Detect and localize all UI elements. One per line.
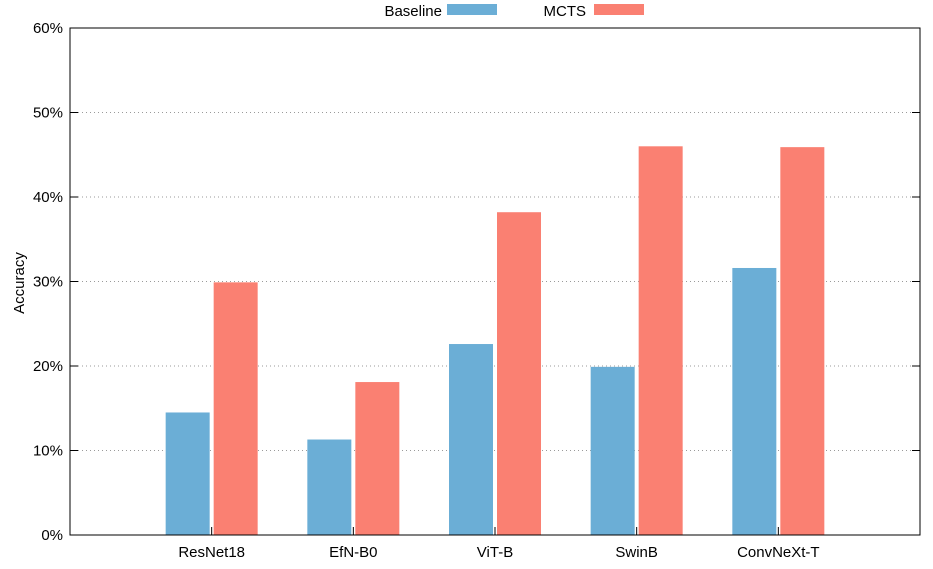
y-tick-label: 50% <box>33 105 63 122</box>
bar-mcts-resnet18 <box>213 282 258 535</box>
bar-baseline-efn-b0 <box>307 439 352 535</box>
x-tick-label: ConvNeXt-T <box>737 544 820 561</box>
y-axis-label: Accuracy <box>11 252 28 314</box>
bar-mcts-efn-b0 <box>355 382 400 535</box>
bar-mcts-swinb <box>638 146 683 536</box>
x-tick-label: ViT-B <box>477 544 513 561</box>
y-tick-label: 0% <box>41 527 63 544</box>
y-tick-label: 30% <box>33 274 63 291</box>
x-tick-label: ResNet18 <box>178 544 245 561</box>
bar-baseline-convnext-t <box>732 267 777 535</box>
bar-baseline-vit-b <box>449 344 493 535</box>
y-tick-label: 60% <box>33 20 63 37</box>
legend-swatch-mcts <box>594 4 644 15</box>
bar-baseline-swinb <box>590 366 635 535</box>
legend-label-mcts: MCTS <box>544 3 587 20</box>
y-tick-label: 10% <box>33 443 63 460</box>
legend: Baseline MCTS <box>384 3 644 20</box>
x-tick-label: EfN-B0 <box>329 544 377 561</box>
x-tick-label: SwinB <box>615 544 658 561</box>
bar-baseline-resnet18 <box>165 412 210 535</box>
y-tick-label: 20% <box>33 358 63 375</box>
x-axis-ticks: ResNet18 EfN-B0 ViT-B SwinB ConvNeXt-T <box>178 527 820 561</box>
bar-mcts-convnext-t <box>780 147 825 535</box>
legend-swatch-baseline <box>447 4 497 15</box>
bar-mcts-vit-b <box>497 212 541 535</box>
legend-label-baseline: Baseline <box>384 3 442 20</box>
bars <box>165 146 825 536</box>
y-axis-ticks: 0% 10% 20% 30% 40% 50% 60% <box>33 20 920 544</box>
grid-lines <box>70 112 920 451</box>
y-tick-label: 40% <box>33 189 63 206</box>
